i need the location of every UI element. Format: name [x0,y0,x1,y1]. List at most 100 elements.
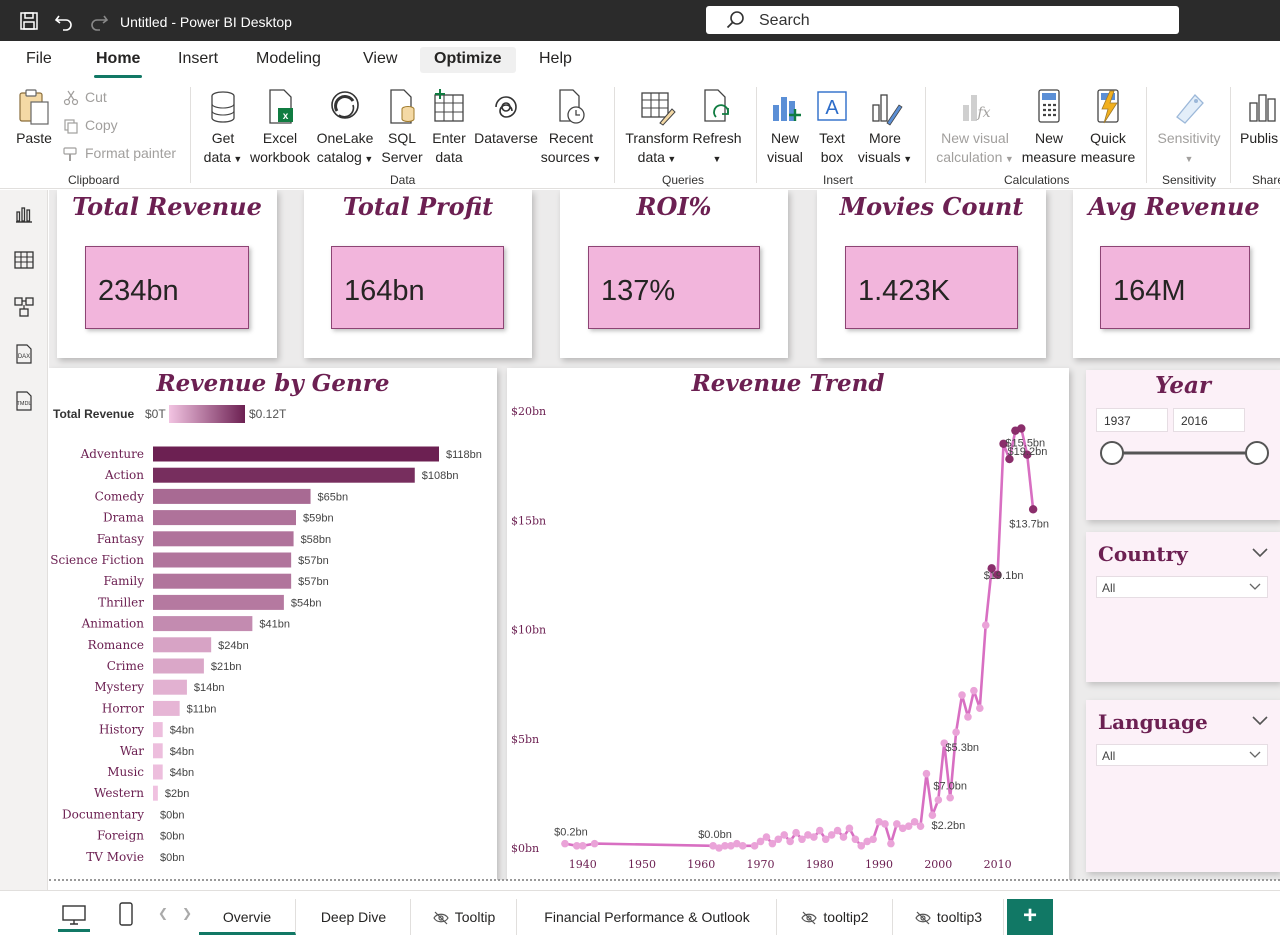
add-page-button[interactable]: + [1007,899,1053,935]
tmdl-view-icon[interactable]: TMDL [12,389,36,413]
trend-data-point[interactable] [839,833,848,841]
scroll-left-icon[interactable]: ❮ [158,906,169,920]
trend-data-point[interactable] [875,817,883,826]
tab-insert[interactable]: Insert [178,50,219,67]
year-range-slider[interactable] [1086,436,1280,476]
trend-data-point[interactable] [815,826,824,835]
recent-sources-button[interactable]: Recent sources ▼ [540,87,602,169]
language-slicer[interactable]: Language All [1086,700,1280,872]
trend-data-point[interactable] [561,839,569,848]
trend-data-point[interactable] [738,842,747,850]
kpi-card-total-profit[interactable]: Total Profit 164bn [304,190,532,358]
trend-data-point[interactable] [762,833,771,841]
genre-bar[interactable] [153,764,163,780]
report-view-icon[interactable] [12,202,36,226]
table-view-icon[interactable] [12,248,36,272]
new-measure-button[interactable]: New measure [1020,87,1078,167]
trend-data-point[interactable] [898,824,907,833]
tab-view[interactable]: View [363,50,398,67]
onelake-catalog-button[interactable]: OneLake catalog ▼ [314,87,376,169]
genre-bar[interactable] [153,722,163,738]
trend-data-point[interactable] [792,828,800,837]
search-box[interactable]: Search [706,6,1179,34]
trend-data-point[interactable] [750,842,759,850]
tab-optimize[interactable]: Optimize [420,47,516,73]
trend-data-point[interactable] [821,835,830,844]
trend-data-point[interactable] [863,837,871,846]
genre-bar[interactable] [153,488,311,504]
page-tab-tooltip[interactable]: Tooltip [412,899,517,935]
dax-query-view-icon[interactable]: DAX [12,342,36,366]
genre-bar[interactable] [153,679,187,695]
page-tab-overvie[interactable]: Overvie [199,899,296,935]
sql-server-button[interactable]: SQL Server [380,87,424,167]
tab-home[interactable]: Home [90,50,146,78]
redo-icon[interactable] [88,10,110,32]
trend-data-point[interactable] [946,793,954,802]
country-dropdown[interactable]: All [1096,576,1268,598]
genre-bar[interactable] [153,594,284,610]
trend-data-point[interactable] [786,837,794,846]
kpi-card-avg-revenue[interactable]: Avg Revenue 164M [1073,190,1280,358]
more-visuals-button[interactable]: More visuals ▼ [856,87,914,169]
trend-data-point[interactable] [893,820,901,828]
trend-data-point[interactable] [709,842,717,850]
model-view-icon[interactable] [12,295,36,319]
page-tab-tooltip3[interactable]: tooltip3 [894,899,1004,935]
trend-data-point[interactable] [993,570,1002,580]
genre-bar[interactable] [153,510,296,526]
trend-data-point[interactable] [976,704,984,712]
kpi-card-total-revenue[interactable]: Total Revenue 234bn [57,190,277,358]
trend-data-point[interactable] [827,831,836,839]
trend-data-point[interactable] [590,839,599,848]
slider-handle-min[interactable] [1100,441,1124,465]
genre-bar[interactable] [153,658,204,674]
trend-data-point[interactable] [887,839,895,848]
text-box-button[interactable]: A Text box [810,87,854,167]
copy-button[interactable]: Copy [64,117,118,134]
dataverse-button[interactable]: Dataverse [472,87,540,148]
trend-data-point[interactable] [845,824,854,833]
year-slicer[interactable]: Year 1937 2016 [1086,370,1280,520]
trend-data-point[interactable] [964,713,972,721]
refresh-button[interactable]: Refresh ▼ [690,87,744,169]
format-painter-button[interactable]: Format painter [63,145,176,161]
genre-bar[interactable] [153,467,415,483]
save-icon[interactable] [18,10,40,32]
chevron-down-icon[interactable] [1252,548,1268,558]
excel-workbook-button[interactable]: x Excel workbook [248,87,312,167]
undo-icon[interactable] [53,10,75,32]
chevron-down-icon[interactable] [1252,716,1268,726]
trend-data-point[interactable] [810,833,818,841]
publish-button[interactable]: Publis [1240,87,1280,148]
trend-data-point[interactable] [881,820,889,828]
trend-data-point[interactable] [958,691,966,699]
year-to-input[interactable]: 2016 [1173,408,1245,432]
enter-data-button[interactable]: Enter data [428,87,470,167]
trend-data-point[interactable] [981,621,990,629]
genre-bar[interactable] [153,573,292,589]
revenue-by-genre-visual[interactable]: Revenue by Genre Total Revenue $0T $0.12… [49,368,497,880]
trend-data-point[interactable] [952,728,960,736]
genre-bar[interactable] [153,743,163,759]
kpi-card-movies-count[interactable]: Movies Count 1.423K [817,190,1046,358]
sensitivity-button[interactable]: Sensitivity ▼ [1152,87,1226,169]
year-from-input[interactable]: 1937 [1096,408,1168,432]
scroll-right-icon[interactable]: ❯ [182,906,193,920]
trend-data-point[interactable] [733,839,741,848]
trend-data-point[interactable] [572,842,581,850]
genre-bar[interactable] [153,446,439,462]
trend-data-point[interactable] [970,686,978,695]
trend-data-point[interactable] [727,842,735,850]
trend-data-point[interactable] [869,835,877,844]
trend-data-point[interactable] [780,831,789,839]
tab-help[interactable]: Help [539,50,572,67]
trend-data-point[interactable] [721,842,729,850]
trend-data-point[interactable] [804,831,812,839]
trend-data-point[interactable] [922,769,931,778]
tab-modeling[interactable]: Modeling [256,50,321,67]
tab-file[interactable]: File [26,50,52,67]
trend-data-point[interactable] [928,811,937,820]
desktop-layout-icon[interactable] [60,903,88,927]
language-dropdown[interactable]: All [1096,744,1268,766]
